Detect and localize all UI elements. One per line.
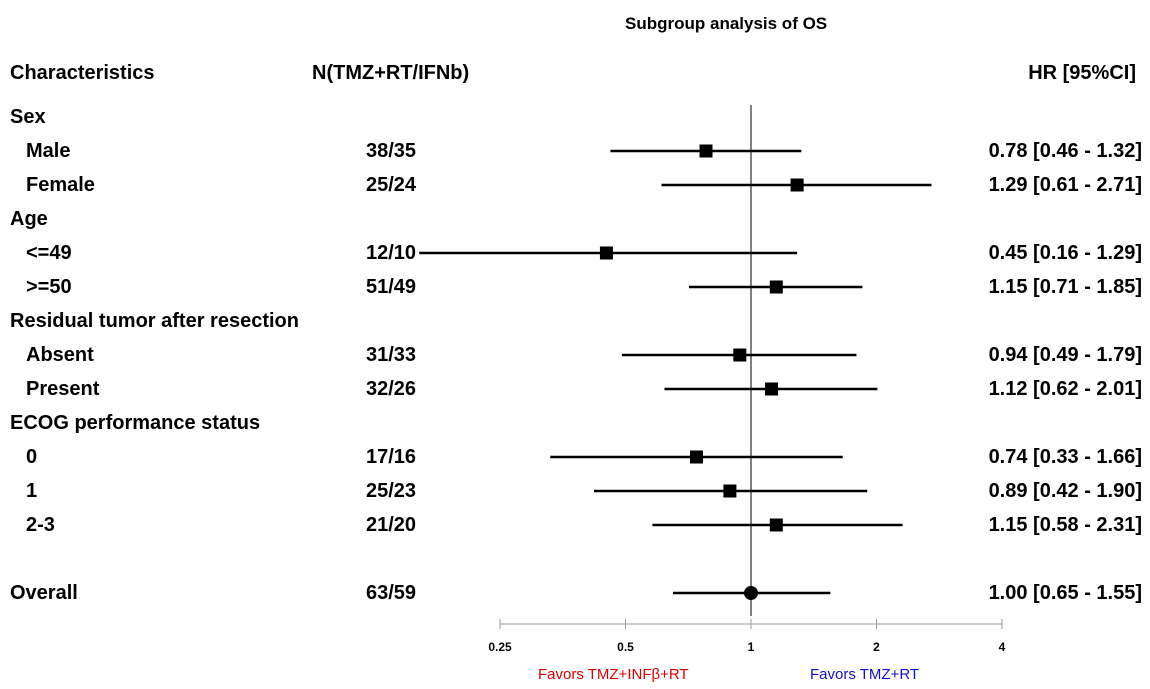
hr-ci-value: 0.78 [0.46 - 1.32] <box>988 140 1142 162</box>
x-tick-label-4: 4 <box>999 640 1006 654</box>
hr-ci-value: 0.89 [0.42 - 1.90] <box>988 480 1142 502</box>
group-label: Sex <box>10 106 46 128</box>
n-value: 63/59 <box>366 582 417 604</box>
hr-point-1 <box>723 484 737 498</box>
hr-ci-value: 1.00 [0.65 - 1.55] <box>988 582 1142 604</box>
n-value: 21/20 <box>366 514 417 536</box>
subgroup-label: 1 <box>26 480 38 502</box>
hr-ci-value: 0.74 [0.33 - 1.66] <box>988 446 1142 468</box>
header-characteristics: Characteristics <box>10 62 155 84</box>
group-row: Sex <box>0 100 1150 134</box>
n-value: 17/16 <box>366 446 417 468</box>
hr-point-female <box>790 178 804 192</box>
subgroup-row: >=50 51/49 1.15 [0.71 - 1.85] <box>0 270 1150 304</box>
hr-ci-value: 0.45 [0.16 - 1.29] <box>988 242 1142 264</box>
header-n: N(TMZ+RT/IFNb) <box>312 62 470 84</box>
group-label: ECOG performance status <box>10 412 261 434</box>
hr-ci-value: 1.29 [0.61 - 2.71] <box>988 174 1142 196</box>
subgroup-label: <=49 <box>26 242 72 264</box>
x-tick-label-0-25: 0.25 <box>488 640 512 654</box>
subgroup-row: Female 25/24 1.29 [0.61 - 2.71] <box>0 168 1150 202</box>
hr-point-2-3 <box>769 518 783 532</box>
n-value: 38/35 <box>366 140 417 162</box>
group-row: Residual tumor after resection <box>0 304 1150 338</box>
subgroup-row: Male 38/35 0.78 [0.46 - 1.32] <box>0 134 1150 168</box>
n-value: 25/23 <box>366 480 417 502</box>
x-tick-label-2: 2 <box>873 640 880 654</box>
subgroup-row: Overall 63/59 1.00 [0.65 - 1.55] <box>0 576 1150 610</box>
n-value: 51/49 <box>366 276 417 298</box>
group-label: Residual tumor after resection <box>10 310 299 332</box>
hr-point-present <box>765 382 779 396</box>
subgroup-label: Absent <box>26 344 94 366</box>
subgroup-label: 0 <box>26 446 38 468</box>
n-value: 25/24 <box>366 174 417 196</box>
chart-title: Subgroup analysis of OS <box>625 14 828 33</box>
n-value: 31/33 <box>366 344 417 366</box>
subgroup-row: 2-3 21/20 1.15 [0.58 - 2.31] <box>0 508 1150 542</box>
subgroup-row: 1 25/23 0.89 [0.42 - 1.90] <box>0 474 1150 508</box>
hr-ci-value: 0.94 [0.49 - 1.79] <box>988 344 1142 366</box>
favors-left-label: Favors TMZ+INFβ+RT <box>538 666 689 683</box>
subgroup-row: Absent 31/33 0.94 [0.49 - 1.79] <box>0 338 1150 372</box>
hr-point-49 <box>599 246 613 260</box>
favors-right-label: Favors TMZ+RT <box>810 666 920 683</box>
subgroup-label: 2-3 <box>26 514 55 536</box>
subgroup-label: Overall <box>10 582 78 604</box>
n-value: 32/26 <box>366 378 417 400</box>
hr-ci-value: 1.15 [0.58 - 2.31] <box>988 514 1142 536</box>
subgroup-label: Present <box>26 378 100 400</box>
hr-point-50 <box>769 280 783 294</box>
hr-point-absent <box>733 348 747 362</box>
group-row: Age <box>0 202 1150 236</box>
hr-ci-value: 1.15 [0.71 - 1.85] <box>988 276 1142 298</box>
x-tick-label-0-5: 0.5 <box>617 640 634 654</box>
subgroup-row: 0 17/16 0.74 [0.33 - 1.66] <box>0 440 1150 474</box>
group-row: ECOG performance status <box>0 406 1150 440</box>
subgroup-label: Male <box>26 140 71 162</box>
subgroup-row: Present 32/26 1.12 [0.62 - 2.01] <box>0 372 1150 406</box>
n-value: 12/10 <box>366 242 417 264</box>
group-label: Age <box>10 208 48 230</box>
subgroup-row: <=49 12/10 0.45 [0.16 - 1.29] <box>0 236 1150 270</box>
header-hr: HR [95%CI] <box>1028 62 1136 84</box>
x-tick-label-1: 1 <box>748 640 755 654</box>
hr-point-0 <box>689 450 703 464</box>
hr-ci-value: 1.12 [0.62 - 2.01] <box>988 378 1142 400</box>
subgroup-label: Female <box>26 174 95 196</box>
hr-point-male <box>699 144 713 158</box>
subgroup-label: >=50 <box>26 276 72 298</box>
